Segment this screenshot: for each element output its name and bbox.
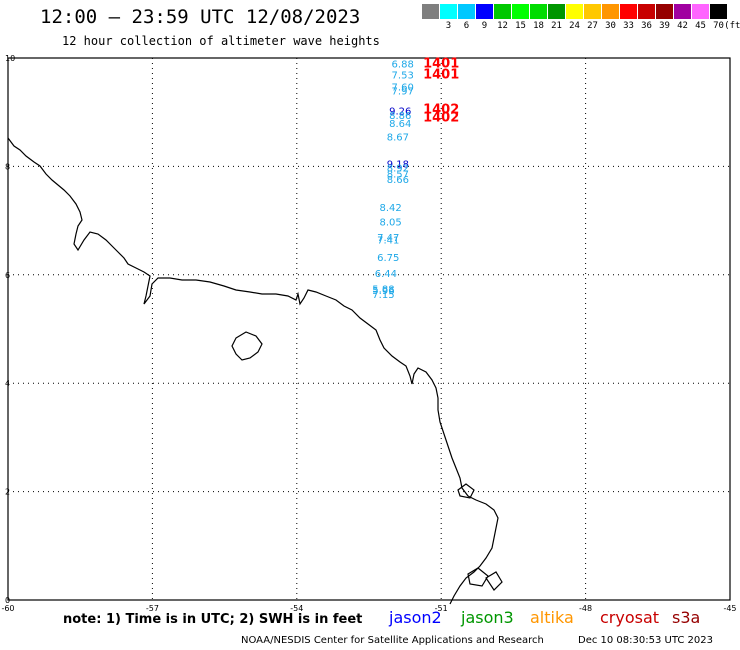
coastline [7,137,503,605]
color-swatch [674,4,691,19]
color-swatch [692,4,709,19]
wave-height-value: 8.64 [389,119,411,130]
y-tick-label: 0 [5,596,10,605]
footer-note: note: 1) Time is in UTC; 2) SWH is in fe… [63,612,363,627]
color-swatch [458,4,475,19]
wave-height-value: 6.75 [377,253,399,264]
wave-height-value: 7.47 [377,233,399,244]
color-swatch-label: 15 [515,21,526,31]
color-swatch-label: 6 [463,21,470,31]
color-swatch-label: 27 [587,21,598,31]
y-tick-label: 4 [5,379,10,388]
page-title: 12:00 — 23:59 UTC 12/08/2023 [40,6,361,28]
y-tick-label: 6 [5,271,10,280]
satellite-label-s3a: s3a [672,608,701,627]
color-swatch-label: 21 [551,21,562,31]
color-swatch [512,4,529,19]
color-swatch [494,4,511,19]
generation-timestamp: Dec 10 08:30:53 UTC 2023 [578,635,713,646]
axis-tick-labels: -60 -57 -54 -51 -48 -45 10 8 6 4 2 0 [1,54,736,613]
color-swatch-label: 12 [497,21,508,31]
wave-height-value: 8.86 [389,111,411,122]
wave-height-value: 6.88 [392,59,414,70]
y-tick-label: 8 [5,162,10,171]
wave-height-value: 8.92 [387,163,409,174]
wave-height-value: 5.88 [372,284,394,295]
color-swatch-label: 3 [445,21,452,31]
color-swatch-label: 33 [623,21,634,31]
coastline-delta-islands [457,483,503,591]
color-swatch [710,4,727,19]
track-id-label: 1401 [423,67,459,82]
satellite-label-jason3: jason3 [461,608,514,627]
track-id-label: 1402 [423,111,459,126]
wave-height-value: 8.42 [380,203,402,214]
color-swatch [440,4,457,19]
island-inland-lake [231,331,263,361]
wave-height-value: 7.53 [392,70,414,81]
wave-height-value: 8.67 [387,133,409,144]
color-swatch-label: 36 [641,21,652,31]
color-swatch-label: 42 [677,21,688,31]
color-swatch [530,4,547,19]
wave-height-value: 5.96 [372,286,394,297]
wave-height-value: 8.66 [387,175,409,186]
wave-height-value: 7.41 [377,236,399,247]
color-swatch-label: 30 [605,21,616,31]
x-tick-label: -45 [723,604,736,613]
color-scale-unit: (ft) [724,21,740,31]
color-swatch-label: 70 [713,21,724,31]
x-tick-label: -57 [146,604,159,613]
wave-height-value: 7.60 [392,83,414,94]
color-swatch [638,4,655,19]
wave-height-value: 9.26 [389,107,411,118]
color-swatch-label: 9 [481,21,488,31]
x-tick-label: -48 [579,604,592,613]
color-swatch [476,4,493,19]
lat-lon-grid [7,57,731,601]
wave-height-value: 7.15 [372,290,394,301]
track-id-label: 1402 [423,102,459,117]
page-subtitle: 12 hour collection of altimeter wave hei… [62,34,380,48]
wave-height-value: 6.44 [375,269,397,280]
color-swatch [584,4,601,19]
satellite-label-cryosat: cryosat [600,608,660,627]
track-id-label: 1401 [423,56,459,71]
satellite-label-jason2: jason2 [389,608,442,627]
satellite-label-altika: altika [530,608,574,627]
color-swatch [548,4,565,19]
color-swatch-label: 24 [569,21,580,31]
map-border [7,57,731,601]
x-tick-label: -51 [435,604,448,613]
x-tick-label: -60 [1,604,14,613]
wave-height-value: 7.97 [392,87,414,98]
color-swatch [566,4,583,19]
color-swatch-label: 39 [659,21,670,31]
wave-height-value: 8.05 [380,218,402,229]
credit-line: NOAA/NESDIS Center for Satellite Applica… [241,635,544,646]
y-tick-label: 10 [5,54,15,63]
y-tick-label: 2 [5,488,10,497]
color-swatch [422,4,439,19]
color-swatch-label: 45 [695,21,706,31]
color-swatch [620,4,637,19]
wave-height-value: 8.57 [387,169,409,180]
wave-height-value: 9.18 [387,160,409,171]
color-swatch [656,4,673,19]
color-swatch-label: 18 [533,21,544,31]
coastline-mainland [7,137,499,605]
x-tick-label: -54 [290,604,303,613]
wave-height-observations: 6.887.53 7.607.97 9.268.868.64 8.67 9.188.92… [372,56,459,300]
color-swatch [602,4,619,19]
